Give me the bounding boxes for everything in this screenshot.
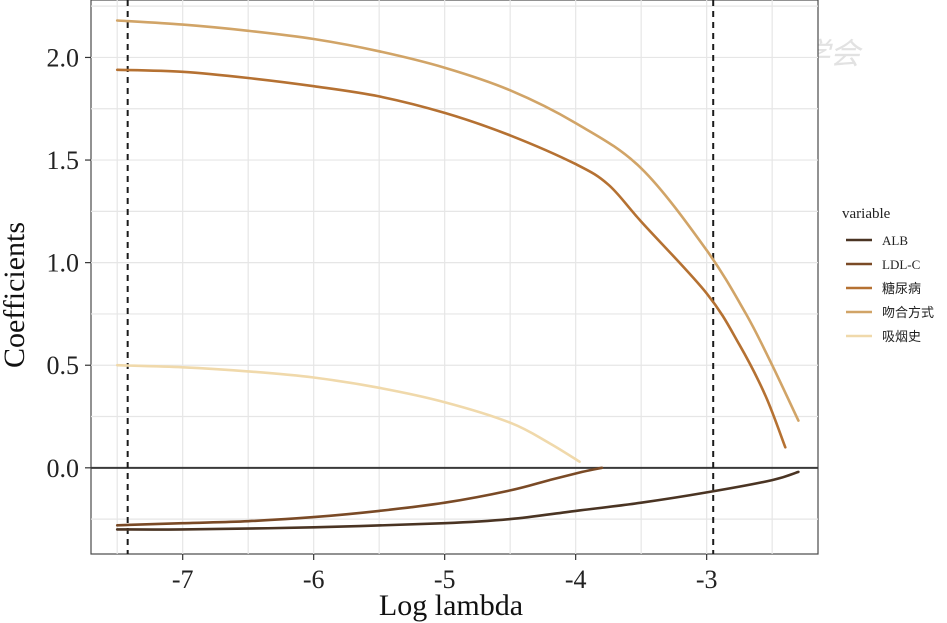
plot-panel <box>90 0 819 555</box>
y-tick-label: 0.5 <box>47 351 80 380</box>
y-axis-title: Coefficients <box>0 222 31 368</box>
x-tick-label: -7 <box>172 565 194 594</box>
x-tick-label: -5 <box>434 565 456 594</box>
y-tick-label: 1.5 <box>47 146 80 175</box>
legend-label: 吸烟史 <box>882 329 921 344</box>
legend-title: variable <box>842 206 891 222</box>
legend-label: 糖尿病 <box>882 281 921 296</box>
x-tick-label: -3 <box>696 565 718 594</box>
y-axis: 0.0 0.5 1.0 1.5 2.0 <box>47 43 91 483</box>
series-line-3 <box>115 19 800 422</box>
series-line-1 <box>115 466 604 527</box>
series-line-4 <box>115 363 581 463</box>
x-axis-title: Log lambda <box>379 589 523 622</box>
x-axis: -7 -6 -5 -4 -3 <box>172 554 718 594</box>
reference-lines <box>91 0 818 554</box>
series-line-2 <box>115 68 787 449</box>
series-line-0 <box>115 470 800 531</box>
y-tick-label: 1.0 <box>47 249 80 278</box>
x-tick-label: -6 <box>303 565 325 594</box>
x-tick-label: -4 <box>565 565 587 594</box>
legend-label: 吻合方式 <box>882 305 934 320</box>
y-tick-label: 2.0 <box>47 43 80 72</box>
series-lines <box>115 19 800 531</box>
legend-label: ALB <box>882 233 908 248</box>
grid-lines <box>91 0 818 554</box>
y-tick-label: 0.0 <box>47 454 80 483</box>
legend-label: LDL-C <box>882 257 920 272</box>
